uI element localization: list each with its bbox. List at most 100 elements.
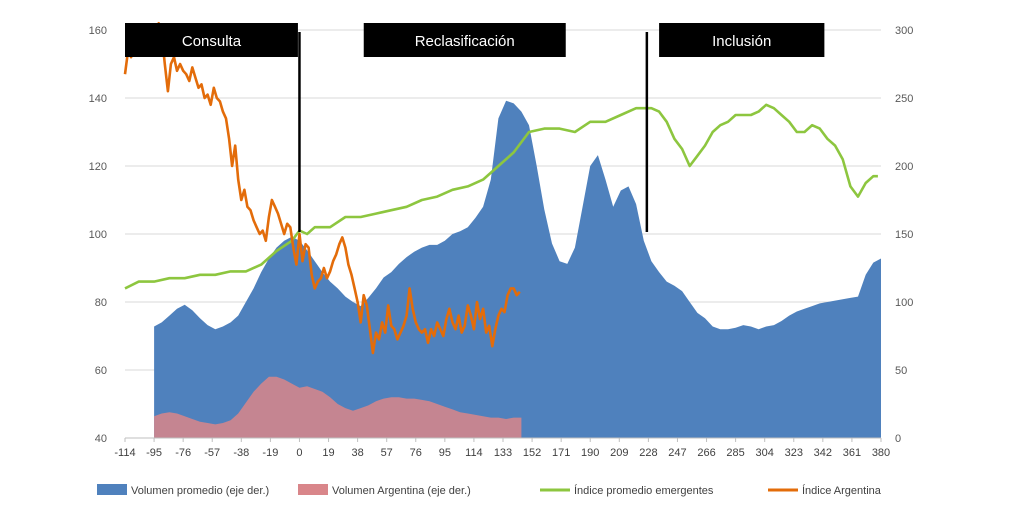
line-point [189, 80, 191, 82]
x-tick-label: 0 [296, 447, 302, 459]
line-point [467, 305, 469, 307]
line-point [323, 267, 325, 269]
area-point [819, 303, 821, 305]
area-point [658, 271, 660, 273]
line-point [360, 322, 362, 324]
legend-label: Volumen promedio (eje der.) [131, 485, 269, 497]
area-point [176, 413, 178, 415]
area-point [398, 396, 400, 398]
line-point [241, 199, 243, 201]
line-point [458, 315, 460, 317]
area-point [199, 421, 201, 423]
area-point [199, 318, 201, 320]
area-series [154, 100, 882, 438]
area-point [475, 414, 477, 416]
line-point [360, 216, 362, 218]
line-point [320, 277, 322, 279]
line-point [335, 254, 337, 256]
line-point [290, 226, 292, 228]
area-point [589, 165, 591, 167]
line-point [230, 271, 232, 273]
area-point [253, 391, 255, 393]
line-point [357, 301, 359, 303]
area-point [490, 417, 492, 419]
line-point [314, 288, 316, 290]
line-point [311, 274, 313, 276]
line-point [345, 247, 347, 249]
area-point [436, 244, 438, 246]
line-point [498, 315, 500, 317]
line-point [384, 332, 386, 334]
area-point [368, 297, 370, 299]
line-point [167, 90, 169, 92]
area-point [283, 240, 285, 242]
line-point [735, 114, 737, 116]
area-point [467, 413, 469, 415]
legend-label: Índice promedio emergentes [574, 484, 714, 497]
area-point [720, 328, 722, 330]
x-tick-label: 95 [439, 447, 451, 459]
area-point [383, 398, 385, 400]
area-point [735, 327, 737, 329]
area-point [528, 124, 530, 126]
area-point [827, 301, 829, 303]
area-point [513, 103, 515, 105]
area-point [184, 415, 186, 417]
line-point [498, 165, 500, 167]
area-point [192, 309, 194, 311]
area-point [161, 322, 163, 324]
line-point [501, 308, 503, 310]
line-point [378, 339, 380, 341]
line-point [351, 274, 353, 276]
area-point [383, 277, 385, 279]
line-point [184, 277, 186, 279]
area-point [222, 422, 224, 424]
phase-banners: Consulta Reclasificación Inclusión [125, 23, 825, 57]
line-point [418, 328, 420, 330]
line-point [192, 67, 194, 69]
area-point [306, 386, 308, 388]
x-tick-label: 323 [785, 447, 803, 459]
area-point [551, 243, 553, 245]
area-point [620, 190, 622, 192]
line-point [788, 121, 790, 123]
line-point [201, 84, 203, 86]
area-point [283, 379, 285, 381]
line-point [381, 322, 383, 324]
legend: Volumen promedio (eje der.) Volumen Argen… [97, 484, 882, 497]
y-right-tick-label: 0 [895, 433, 901, 445]
phase-banner [363, 23, 566, 57]
line-point [260, 264, 262, 266]
area-point [230, 420, 232, 422]
line-point [124, 288, 126, 290]
area-point [498, 118, 500, 120]
line-point [332, 260, 334, 262]
line-point [452, 189, 454, 191]
area-volumen-argentina [154, 376, 522, 438]
line-point [605, 121, 607, 123]
area-point [299, 387, 301, 389]
x-tick-label: 152 [523, 447, 541, 459]
line-point [409, 288, 411, 290]
area-point [536, 165, 538, 167]
area-point [681, 290, 683, 292]
line-point [369, 328, 371, 330]
area-point [459, 411, 461, 413]
area-point [184, 304, 186, 306]
x-tick-label: 228 [639, 447, 657, 459]
line-point [433, 335, 435, 337]
line-point [510, 288, 512, 290]
x-tick-label: 361 [843, 447, 861, 459]
line-point [314, 226, 316, 228]
y-right-tick-label: 100 [895, 297, 913, 309]
area-point [521, 417, 523, 419]
area-point [222, 326, 224, 328]
area-point [697, 312, 699, 314]
line-point [470, 315, 472, 317]
line-point [819, 128, 821, 130]
line-point [375, 213, 377, 215]
line-point [758, 111, 760, 113]
line-point [689, 165, 691, 167]
line-point [412, 308, 414, 310]
line-point [286, 223, 288, 225]
